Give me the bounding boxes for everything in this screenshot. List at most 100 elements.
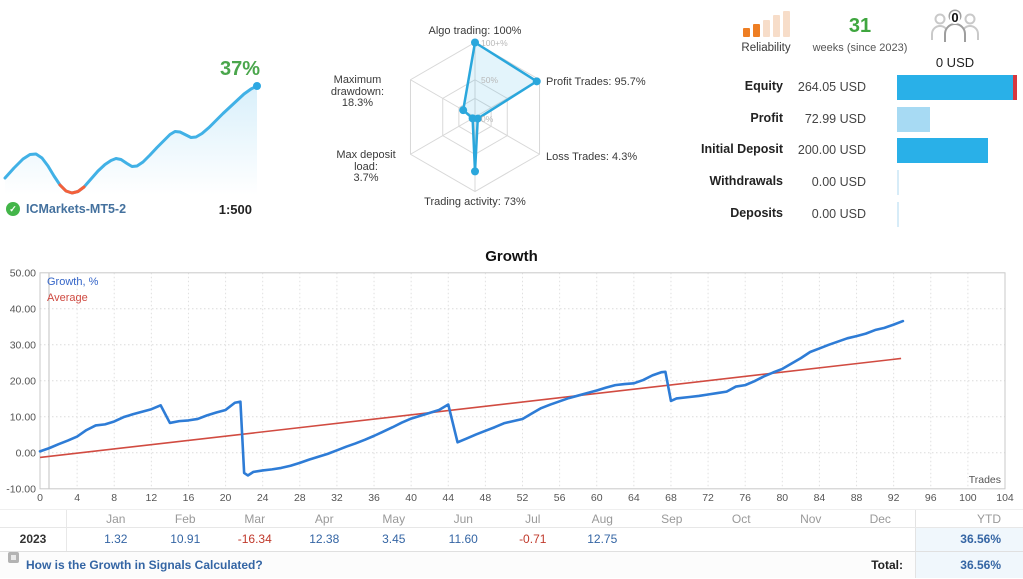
x-tick-label: 52 xyxy=(517,492,529,504)
y-tick-label: 50.00 xyxy=(10,268,36,279)
metric-label: Deposits xyxy=(730,205,783,220)
y-tick-label: 30.00 xyxy=(10,339,36,351)
metric-value: 264.05 USD xyxy=(797,80,866,94)
growth-feb: 10.91 xyxy=(170,532,201,546)
radar-ring-label-50: 50% xyxy=(481,75,499,85)
reliability-widget: Reliability xyxy=(728,10,804,54)
x-tick-label: 12 xyxy=(146,492,158,504)
growth-help-link[interactable]: How is the Growth in Signals Calculated? xyxy=(26,558,263,572)
radar-label-maximum-drawdown-value: 18.3% xyxy=(341,97,374,109)
radar-grid-spoke xyxy=(474,116,540,155)
metric-label: Profit xyxy=(750,110,783,125)
x-tick-label: 68 xyxy=(665,492,677,504)
total-label: Total: xyxy=(871,558,903,572)
legend-growth: Growth, % xyxy=(47,276,99,288)
x-tick-label: 40 xyxy=(405,492,417,504)
radar-data-polygon xyxy=(461,41,538,173)
month-col-oct: Oct xyxy=(731,512,751,526)
reliability-bar xyxy=(762,19,770,37)
radar-label-max-deposit-load: Max deposit load: 3.7% xyxy=(324,149,408,185)
growth-line xyxy=(38,319,905,477)
reliability-bar xyxy=(742,28,750,37)
x-tick-label: 64 xyxy=(628,492,640,504)
metric-value: 200.00 USD xyxy=(797,143,866,158)
ytd-column-header: YTD xyxy=(915,510,1023,527)
radar-label-algo-trading: Algo trading: 100% xyxy=(428,25,522,37)
month-col-jun: Jun xyxy=(453,512,473,526)
x-tick-label: 84 xyxy=(814,492,826,504)
sparkline-drawdown-segment xyxy=(58,183,86,195)
total-value: 36.56% xyxy=(915,552,1023,578)
month-col-jan: Jan xyxy=(106,512,126,526)
reliability-label: Reliability xyxy=(741,42,791,54)
monthly-table-header-row: Jan Feb Mar Apr May Jun Jul Aug Sep Oct Nov Dec YTD xyxy=(0,509,1023,528)
y-tick-label: 0.00 xyxy=(16,447,37,459)
growth-dec xyxy=(846,528,916,551)
x-tick-label: 44 xyxy=(442,492,454,504)
growth-sep xyxy=(637,528,707,551)
month-col-mar: Mar xyxy=(244,512,266,526)
metric-bar-fill xyxy=(897,201,899,227)
x-tick-label: 96 xyxy=(925,492,937,504)
x-tick-label: 24 xyxy=(257,492,269,504)
signal-radar-chart xyxy=(409,38,541,193)
x-tick-label: 72 xyxy=(702,492,714,504)
reliability-bar xyxy=(752,23,760,37)
y-tick-label: -10.00 xyxy=(6,483,36,495)
metric-row-initial-deposit: Initial Deposit 200.00 USD xyxy=(700,138,1023,164)
ytd-value: 36.56% xyxy=(915,528,1023,551)
broker-row: ✓ ICMarkets-MT5-2 1:500 xyxy=(6,201,266,217)
signal-age-widget: 31 weeks (since 2023) xyxy=(812,16,908,54)
x-tick-label: 56 xyxy=(554,492,566,504)
month-col-feb: Feb xyxy=(174,512,196,526)
metric-value: 0.00 USD xyxy=(811,206,866,221)
x-tick-label: 92 xyxy=(888,492,900,504)
metric-label: Equity xyxy=(744,79,783,93)
info-square-icon xyxy=(8,552,19,563)
metric-row-profit: Profit 72.99 USD xyxy=(700,106,1023,132)
metric-row-deposits: Deposits 0.00 USD xyxy=(700,201,1023,227)
signal-bars-icon xyxy=(728,10,804,37)
x-axis-title: Trades xyxy=(969,474,1001,486)
year-column-header xyxy=(0,510,67,527)
growth-oct xyxy=(707,528,777,551)
radar-data-dot xyxy=(532,77,541,86)
reliability-bar xyxy=(772,15,780,37)
month-col-sep: Sep xyxy=(661,512,683,526)
monthly-table-data-row: 2023 1.32 10.91 -16.34 12.38 3.45 11.60 -0.71 12… xyxy=(0,528,1023,552)
metric-row-withdrawals: Withdrawals 0.00 USD xyxy=(700,170,1023,196)
metric-value: 0.00 USD xyxy=(811,175,866,190)
month-col-may: May xyxy=(382,512,406,526)
growth-mar: -16.34 xyxy=(237,532,272,546)
subscribers-widget: 0 0 USD xyxy=(922,6,988,70)
radar-data-dot xyxy=(471,38,479,47)
x-tick-label: 100 xyxy=(959,492,977,504)
people-group-icon: 0 xyxy=(931,8,979,42)
x-tick-label: 36 xyxy=(368,492,380,504)
x-tick-label: 8 xyxy=(111,492,117,504)
metric-label: Withdrawals xyxy=(709,174,783,189)
average-line xyxy=(39,357,902,459)
x-tick-label: 80 xyxy=(776,492,788,504)
growth-jul: -0.71 xyxy=(519,532,547,546)
radar-label-max-deposit-load-value: 3.7% xyxy=(353,172,379,184)
x-tick-label: 32 xyxy=(331,492,343,504)
weeks-count: 31 xyxy=(848,15,872,37)
plot-border xyxy=(39,272,1006,490)
metric-row-equity: Equity 264.05 USD xyxy=(700,75,1023,100)
sparkline-fill xyxy=(5,86,257,195)
x-tick-label: 104 xyxy=(996,492,1014,504)
metric-bar-fill xyxy=(897,170,899,196)
x-tick-label: 48 xyxy=(480,492,492,504)
x-tick-label: 76 xyxy=(739,492,751,504)
metric-label: Initial Deposit xyxy=(701,142,783,157)
y-tick-label: 40.00 xyxy=(10,303,36,315)
month-col-apr: Apr xyxy=(314,512,334,526)
metric-bar-fill xyxy=(897,106,931,132)
month-values: 1.32 10.91 -16.34 12.38 3.45 11.60 -0.71 12.75 xyxy=(67,528,915,551)
metric-value: 72.99 USD xyxy=(804,111,866,126)
broker-link[interactable]: ICMarkets-MT5-2 xyxy=(26,202,127,216)
verified-check-icon: ✓ xyxy=(6,202,20,216)
metric-bar-fill xyxy=(897,75,1013,100)
